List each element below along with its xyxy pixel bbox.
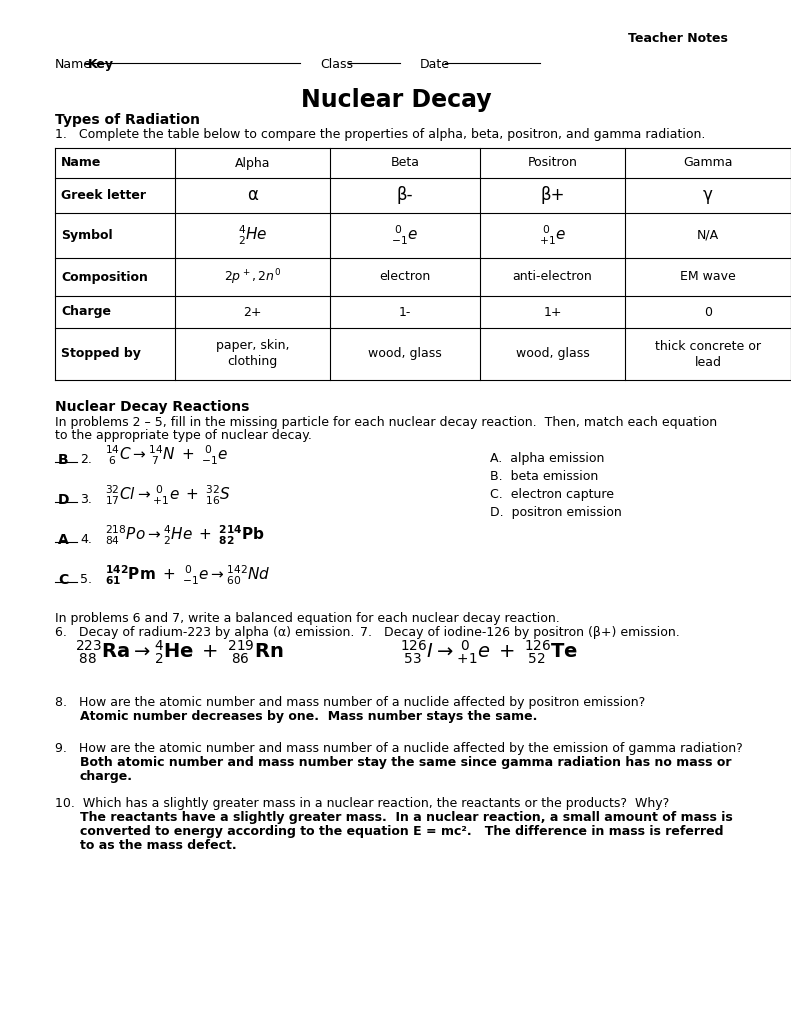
- Text: Positron: Positron: [528, 157, 577, 170]
- Text: $2p^+, 2n^0$: $2p^+, 2n^0$: [224, 267, 282, 287]
- Text: $^{\;0}_{-1}e$: $^{\;0}_{-1}e$: [392, 224, 418, 247]
- Text: clothing: clothing: [227, 355, 278, 369]
- Text: Class: Class: [320, 58, 353, 71]
- Text: Key: Key: [88, 58, 114, 71]
- Text: The reactants have a slightly greater mass.  In a nuclear reaction, a small amou: The reactants have a slightly greater ma…: [80, 811, 732, 824]
- Text: 9.   How are the atomic number and mass number of a nuclide affected by the emis: 9. How are the atomic number and mass nu…: [55, 742, 743, 755]
- Text: $^{218}_{84}Po\rightarrow^{4}_{2}He\;+\;\mathbf{^{214}_{82}Pb}$: $^{218}_{84}Po\rightarrow^{4}_{2}He\;+\;…: [105, 523, 265, 547]
- Text: $^{223}_{\;88}\mathbf{Ra}\rightarrow^{4}_{2}\mathbf{He}\;+\;^{219}_{\;86}\mathbf: $^{223}_{\;88}\mathbf{Ra}\rightarrow^{4}…: [75, 638, 283, 666]
- Text: D.  positron emission: D. positron emission: [490, 506, 622, 519]
- Text: Both atomic number and mass number stay the same since gamma radiation has no ma: Both atomic number and mass number stay …: [80, 756, 732, 769]
- Text: lead: lead: [694, 355, 721, 369]
- Text: $^{32}_{17}Cl\rightarrow^{\;0}_{+1}e\;+\;^{32}_{16}S$: $^{32}_{17}Cl\rightarrow^{\;0}_{+1}e\;+\…: [105, 483, 231, 507]
- Text: Name: Name: [55, 58, 92, 71]
- Text: 5.: 5.: [80, 573, 92, 586]
- Text: Symbol: Symbol: [61, 229, 112, 242]
- Text: paper, skin,: paper, skin,: [216, 340, 290, 352]
- Text: C.  electron capture: C. electron capture: [490, 488, 614, 501]
- Text: B: B: [58, 453, 69, 467]
- Text: N/A: N/A: [697, 229, 719, 242]
- Text: 0: 0: [704, 305, 712, 318]
- Text: wood, glass: wood, glass: [368, 347, 442, 360]
- Text: α: α: [247, 186, 258, 205]
- Text: Types of Radiation: Types of Radiation: [55, 113, 200, 127]
- Text: Beta: Beta: [391, 157, 419, 170]
- Text: β+: β+: [540, 186, 565, 205]
- Text: Nuclear Decay Reactions: Nuclear Decay Reactions: [55, 400, 249, 414]
- Text: anti-electron: anti-electron: [513, 270, 592, 284]
- Text: 8.   How are the atomic number and mass number of a nuclide affected by positron: 8. How are the atomic number and mass nu…: [55, 696, 645, 709]
- Text: 4.: 4.: [80, 534, 92, 546]
- Text: Stopped by: Stopped by: [61, 347, 141, 360]
- Text: Charge: Charge: [61, 305, 111, 318]
- Text: $^{126}_{\;53}I\rightarrow^{\;0}_{+1}e\;+\;^{126}_{\;52}\mathbf{Te}$: $^{126}_{\;53}I\rightarrow^{\;0}_{+1}e\;…: [400, 638, 578, 666]
- Text: $^{14}_{\;6}C\rightarrow^{14}_{\;7}N\;+\;^{\;0}_{-1}e$: $^{14}_{\;6}C\rightarrow^{14}_{\;7}N\;+\…: [105, 443, 228, 467]
- Text: β-: β-: [397, 186, 413, 205]
- Text: Teacher Notes: Teacher Notes: [628, 32, 728, 45]
- Text: $\mathbf{^{142}_{61}Pm}\;+\;^{\;0}_{-1}e\rightarrow^{142}_{60}Nd$: $\mathbf{^{142}_{61}Pm}\;+\;^{\;0}_{-1}e…: [105, 563, 271, 587]
- Text: Gamma: Gamma: [683, 157, 732, 170]
- Text: 3.: 3.: [80, 493, 92, 506]
- Text: Nuclear Decay: Nuclear Decay: [301, 88, 491, 112]
- Text: A.  alpha emission: A. alpha emission: [490, 452, 604, 465]
- Text: Date: Date: [420, 58, 450, 71]
- Text: $^{\;0}_{+1}e$: $^{\;0}_{+1}e$: [539, 224, 566, 247]
- Text: Name: Name: [61, 157, 101, 170]
- Text: wood, glass: wood, glass: [516, 347, 589, 360]
- Text: 2+: 2+: [244, 305, 262, 318]
- Text: 7.   Decay of iodine-126 by positron (β+) emission.: 7. Decay of iodine-126 by positron (β+) …: [360, 626, 679, 639]
- Text: EM wave: EM wave: [680, 270, 736, 284]
- Text: In problems 2 – 5, fill in the missing particle for each nuclear decay reaction.: In problems 2 – 5, fill in the missing p…: [55, 416, 717, 429]
- Text: 1.   Complete the table below to compare the properties of alpha, beta, positron: 1. Complete the table below to compare t…: [55, 128, 706, 141]
- Text: converted to energy according to the equation E = mc².   The difference in mass : converted to energy according to the equ…: [80, 825, 724, 838]
- Text: to as the mass defect.: to as the mass defect.: [80, 839, 237, 852]
- Text: D: D: [58, 493, 70, 507]
- Text: 2.: 2.: [80, 453, 92, 466]
- Text: thick concrete or: thick concrete or: [655, 340, 761, 352]
- Text: 6.   Decay of radium-223 by alpha (α) emission.: 6. Decay of radium-223 by alpha (α) emis…: [55, 626, 354, 639]
- Text: Composition: Composition: [61, 270, 148, 284]
- Text: electron: electron: [380, 270, 430, 284]
- Text: $^4_2He$: $^4_2He$: [238, 224, 267, 247]
- Text: charge.: charge.: [80, 770, 133, 783]
- Text: Atomic number decreases by one.  Mass number stays the same.: Atomic number decreases by one. Mass num…: [80, 710, 537, 723]
- Text: Greek letter: Greek letter: [61, 189, 146, 202]
- Text: 1-: 1-: [399, 305, 411, 318]
- Text: 1+: 1+: [543, 305, 562, 318]
- Text: In problems 6 and 7, write a balanced equation for each nuclear decay reaction.: In problems 6 and 7, write a balanced eq…: [55, 612, 560, 625]
- Text: γ: γ: [703, 186, 713, 205]
- Text: 10.  Which has a slightly greater mass in a nuclear reaction, the reactants or t: 10. Which has a slightly greater mass in…: [55, 797, 669, 810]
- Text: to the appropriate type of nuclear decay.: to the appropriate type of nuclear decay…: [55, 429, 312, 442]
- Text: C: C: [58, 573, 68, 587]
- Text: A: A: [58, 534, 69, 547]
- Text: B.  beta emission: B. beta emission: [490, 470, 598, 483]
- Text: Alpha: Alpha: [235, 157, 271, 170]
